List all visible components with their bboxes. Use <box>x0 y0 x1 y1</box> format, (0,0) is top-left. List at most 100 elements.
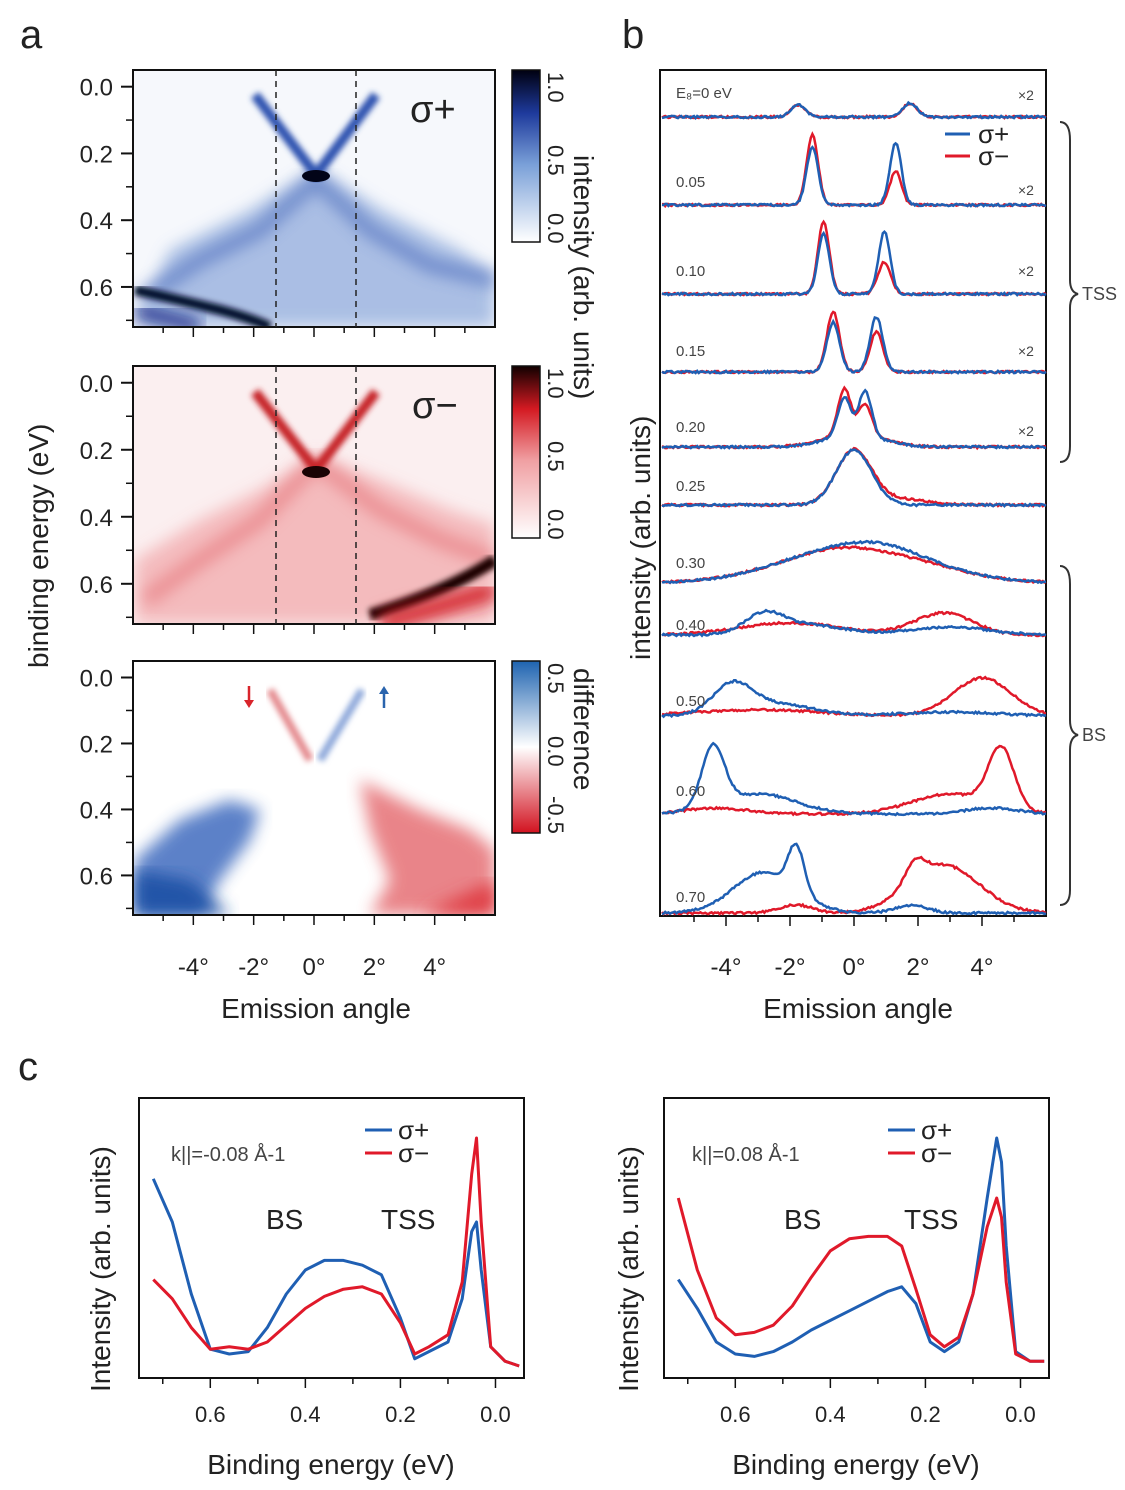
panel-c-right-bs-label: BS <box>784 1204 821 1235</box>
energy-label: 0.30 <box>676 555 705 572</box>
panel-b-frame <box>659 69 1047 917</box>
curve-sigma-minus <box>661 744 1047 817</box>
x-tick-label: -4° <box>178 954 209 981</box>
map-difference <box>132 660 496 916</box>
x-tick-label: 4° <box>423 954 446 981</box>
bracket-tss: TSS <box>1059 121 1117 463</box>
legend-sigma-minus: σ− <box>398 1138 429 1168</box>
colorbar-intensity-minus: 1.0 0.5 0.0 <box>511 365 568 540</box>
curve-sigma-plus <box>661 388 1047 450</box>
colorbar-tick: 0.5 <box>543 663 568 694</box>
multiplier-label: ×2 <box>1018 182 1034 198</box>
colorbar-intensity-label: intensity (arb. units) <box>568 155 599 399</box>
legend-sigma-minus: σ− <box>978 141 1009 171</box>
curve-sigma-plus <box>151 1178 520 1368</box>
energy-label: E₈=0 eV <box>676 85 732 102</box>
bracket-bs-label: BS <box>1082 725 1106 745</box>
colorbar-tick: 1.0 <box>543 72 568 103</box>
panel-c-right-ylabel: Intensity (arb. units) <box>613 1146 644 1392</box>
curve-sigma-plus <box>661 741 1047 817</box>
colorbar-tick: 0.0 <box>543 213 568 244</box>
curve-sigma-minus <box>152 1136 520 1368</box>
panel-c-left-bs-label: BS <box>266 1204 303 1235</box>
energy-label: 0.40 <box>676 617 705 634</box>
curve-sigma-minus <box>661 446 1047 508</box>
curve-sigma-plus <box>661 316 1047 375</box>
multiplier-label: ×2 <box>1018 343 1034 359</box>
curve-sigma-minus <box>676 1196 1045 1363</box>
panel-c-left-frame <box>138 1097 525 1379</box>
x-tick-label: 0.6 <box>195 1402 226 1427</box>
curve-sigma-plus <box>661 141 1047 208</box>
energy-label: 0.50 <box>676 693 705 710</box>
y-tick-label: 0.6 <box>80 572 113 599</box>
arrow-up-icon <box>379 686 389 708</box>
x-tick-label: 0.2 <box>385 1402 416 1427</box>
x-tick-label: -2° <box>238 954 269 981</box>
colorbar-tick: 0.5 <box>543 145 568 176</box>
map-sigma-plus-tag: σ+ <box>410 89 456 131</box>
panel-b-xlabel: Emission angle <box>763 993 953 1024</box>
map-sigma-minus-tag: σ− <box>412 385 458 427</box>
y-tick-label: 0.6 <box>80 275 113 302</box>
x-tick-label: 2° <box>363 954 386 981</box>
panel-a-xlabel: Emission angle <box>221 993 411 1024</box>
y-tick-label: 0.2 <box>80 438 113 465</box>
colorbar-difference-label: difference <box>568 668 599 790</box>
colorbar-tick: 0.0 <box>543 736 568 767</box>
panel-b-curves: E₈=0 eV 0.05 0.10 0.15 0.20 0.25 0.30 0.40 0.50 0… <box>661 85 1047 916</box>
panel-b-axes: -4° -2° 0° 2° 4° <box>693 916 1015 981</box>
y-tick-label: 0.6 <box>80 863 113 890</box>
energy-label: 0.10 <box>676 263 705 280</box>
legend-sigma-minus: σ− <box>921 1138 952 1168</box>
y-tick-label: 0.4 <box>80 208 113 235</box>
x-tick-label: -2° <box>775 954 806 981</box>
panel-letter-a: a <box>20 13 43 57</box>
colorbar-tick: 1.0 <box>543 368 568 399</box>
curve-sigma-plus <box>661 679 1047 719</box>
y-tick-label: 0.0 <box>80 665 113 692</box>
panel-c-right-k-label: k||=0.08 Å-1 <box>692 1143 800 1166</box>
panel-letter-c: c <box>18 1045 38 1089</box>
curve-sigma-minus <box>661 310 1047 375</box>
bracket-tss-label: TSS <box>1082 284 1117 304</box>
y-tick-label: 0.4 <box>80 797 113 824</box>
x-tick-label: 0.4 <box>815 1402 846 1427</box>
energy-label: 0.20 <box>676 419 705 436</box>
x-tick-label: 4° <box>971 954 994 981</box>
energy-label: 0.70 <box>676 889 705 906</box>
multiplier-label: ×2 <box>1018 87 1034 103</box>
panel-c-right-frame <box>663 1097 1050 1379</box>
panel-c-right-tss-label: TSS <box>904 1204 958 1235</box>
curve-sigma-minus <box>661 219 1047 297</box>
panel-c-left-k-label: k||=-0.08 Å-1 <box>171 1143 285 1166</box>
energy-label: 0.15 <box>676 343 705 360</box>
panel-c-plots: 0.6 0.4 0.2 0.0 0.6 0.4 0.2 0.0 <box>151 1136 1045 1427</box>
curve-sigma-plus <box>661 230 1047 297</box>
x-tick-label: 0.6 <box>720 1402 751 1427</box>
energy-label: 0.60 <box>676 783 705 800</box>
panel-a-axes: 0.0 0.2 0.4 0.6 0.0 0.2 0.4 0.6 0.0 0.2 0.4 0.6 -4° -… <box>80 75 466 981</box>
x-tick-label: 0.0 <box>480 1402 511 1427</box>
x-tick-label: 0.0 <box>1005 1402 1036 1427</box>
x-tick-label: -4° <box>711 954 742 981</box>
panel-b-legend: σ+ σ− <box>945 119 1009 171</box>
x-tick-label: 0° <box>303 954 326 981</box>
legend-sigma-plus: σ+ <box>398 1115 429 1145</box>
curve-sigma-plus <box>661 100 1047 121</box>
legend-sigma-plus: σ+ <box>921 1115 952 1145</box>
curve-sigma-plus <box>677 1136 1045 1363</box>
x-tick-label: 0.2 <box>910 1402 941 1427</box>
multiplier-label: ×2 <box>1018 263 1034 279</box>
panel-b-ylabel: intensity (arb. units) <box>625 416 656 660</box>
x-tick-label: 0.4 <box>290 1402 321 1427</box>
panel-c-left-tss-label: TSS <box>381 1204 435 1235</box>
curve-sigma-plus <box>661 539 1046 585</box>
panel-c-right-xlabel: Binding energy (eV) <box>732 1449 979 1480</box>
panel-a-ylabel: binding energy (eV) <box>23 424 54 668</box>
x-tick-label: 2° <box>907 954 930 981</box>
y-tick-label: 0.0 <box>80 371 113 398</box>
colorbar-tick: -0.5 <box>543 796 568 834</box>
colorbar-tick: 0.5 <box>543 441 568 472</box>
